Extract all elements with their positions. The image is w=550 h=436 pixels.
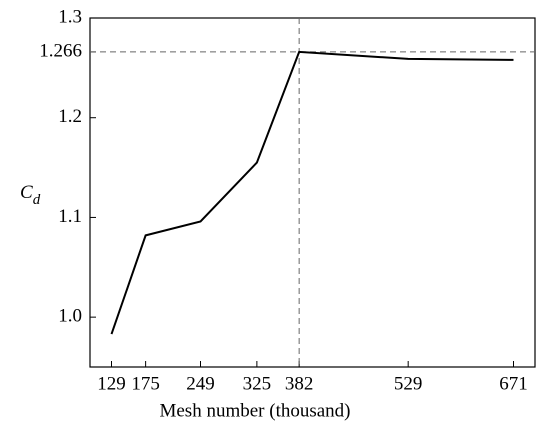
x-tick-label: 325 [243,373,272,394]
y-tick-label: 1.3 [58,6,82,27]
x-tick-label: 129 [97,373,126,394]
x-tick-label: 175 [131,373,160,394]
x-axis-label: Mesh number (thousand) [159,400,350,421]
y-label-sub: d [33,192,41,208]
plot-frame [89,17,536,368]
y-tick-label: 1.2 [58,106,82,127]
y-label-main: C [20,182,33,203]
x-tick-label: 382 [285,373,314,394]
x-tick-label: 529 [394,373,423,394]
y-tick-label: 1.266 [39,40,82,61]
y-tick-label: 1.0 [58,306,82,327]
data-line [110,50,514,335]
y-tick-label: 1.1 [58,206,82,227]
y-axis-label: Cd [20,182,41,208]
x-tick-label: 671 [499,373,528,394]
x-tick-label: 249 [186,373,215,394]
